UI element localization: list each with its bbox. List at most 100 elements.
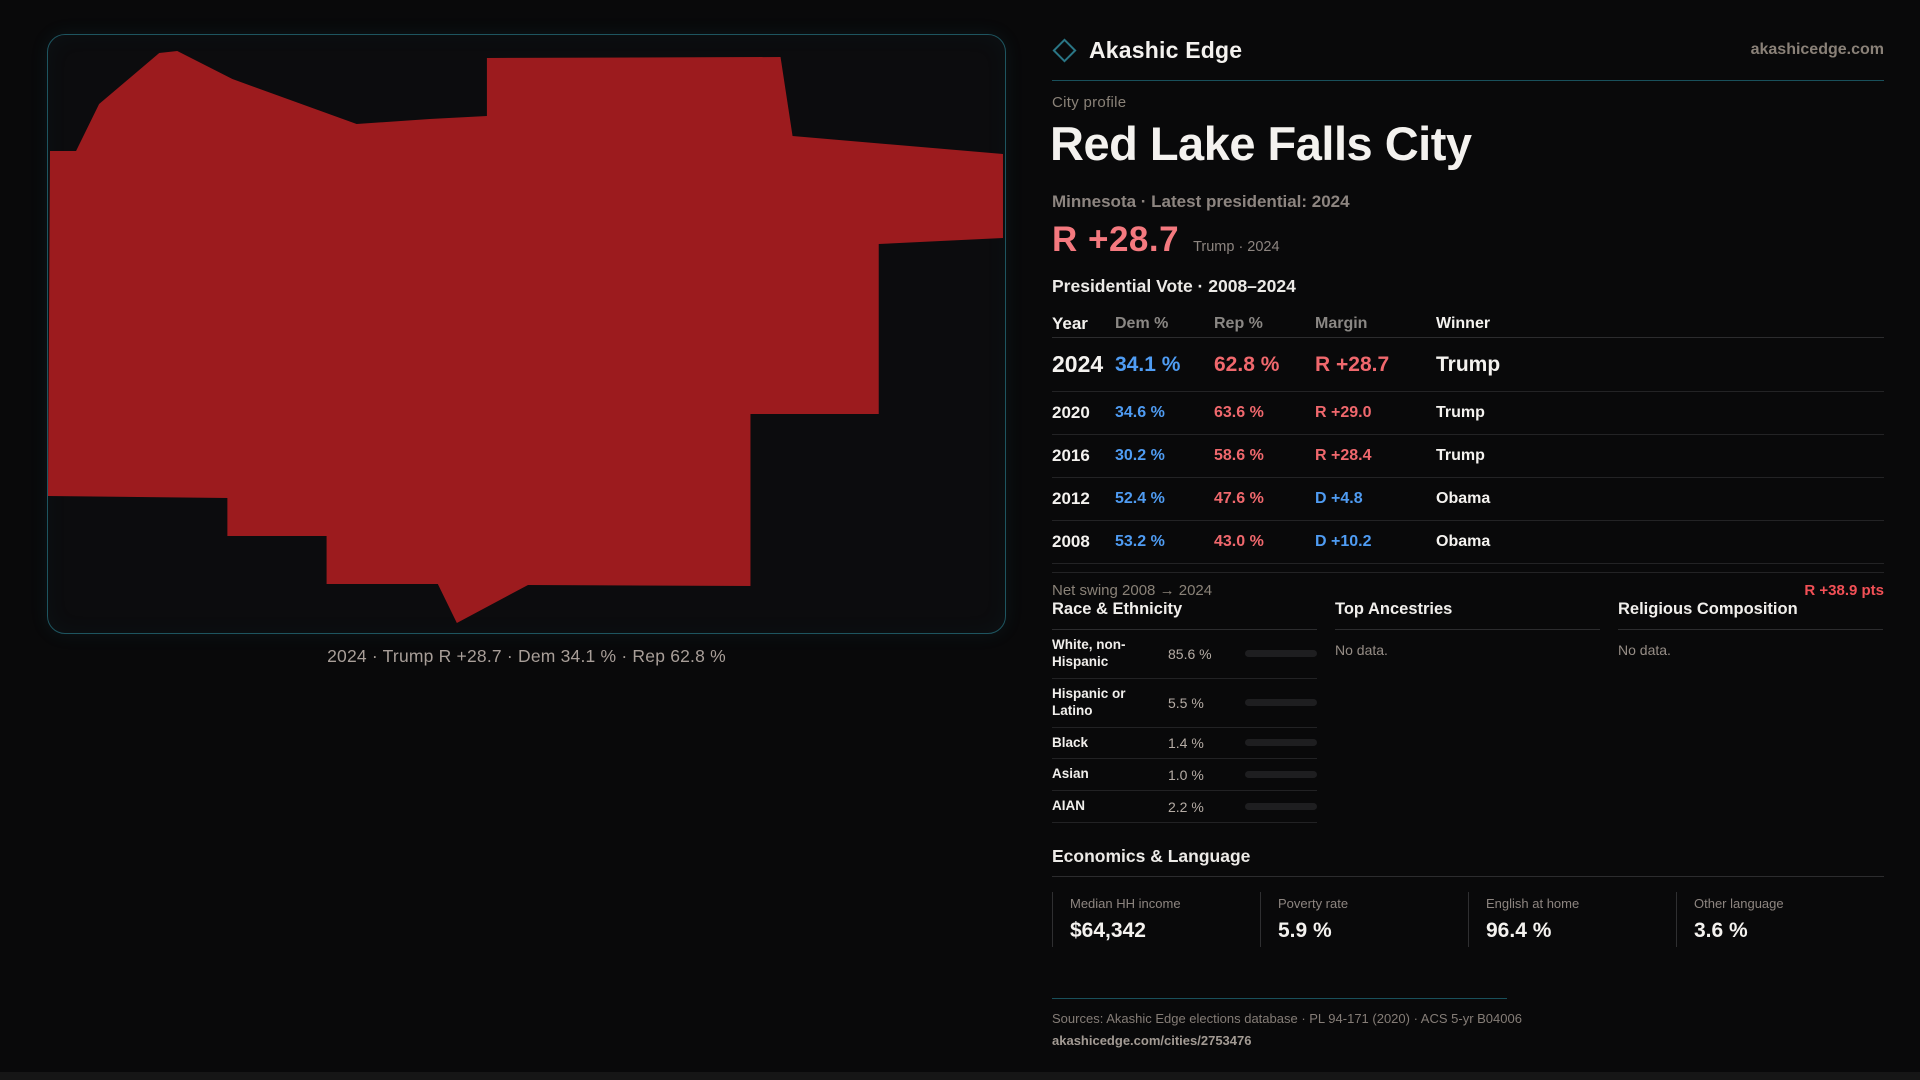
religious-composition-section: Religious Composition No data. bbox=[1618, 600, 1883, 658]
race-bar-track bbox=[1245, 771, 1317, 779]
stat-label: English at home bbox=[1486, 896, 1580, 911]
stat-card: Median HH income $64,342 bbox=[1052, 892, 1260, 947]
cell-winner: Trump bbox=[1436, 447, 1485, 464]
cell-winner: Trump bbox=[1436, 404, 1485, 421]
race-row: Black 1.4 % bbox=[1052, 728, 1317, 760]
stat-value: 5.9 % bbox=[1278, 919, 1332, 942]
headline-note: Trump · 2024 bbox=[1193, 239, 1280, 255]
race-value: 1.0 % bbox=[1168, 766, 1204, 783]
race-label: AIAN bbox=[1052, 798, 1085, 814]
cell-year: 2024 bbox=[1052, 351, 1104, 377]
column-header: Dem % bbox=[1115, 314, 1169, 332]
table-row: 2012 52.4 % 47.6 % D +4.8 Obama bbox=[1052, 478, 1884, 521]
vote-table-header: Year Dem % Rep % Margin Winner bbox=[1052, 310, 1884, 338]
stat-label: Median HH income bbox=[1070, 896, 1181, 911]
race-row: White, non-Hispanic 85.6 % bbox=[1052, 630, 1317, 679]
race-label: Black bbox=[1052, 734, 1089, 750]
footer-divider bbox=[1052, 998, 1507, 999]
cell-year: 2008 bbox=[1052, 532, 1090, 551]
economics-cards: Median HH income $64,342 Poverty rate 5.9 %… bbox=[1052, 892, 1884, 947]
brand-name: Akashic Edge bbox=[1089, 36, 1243, 63]
stat-value: 3.6 % bbox=[1694, 919, 1748, 942]
column-header: Winner bbox=[1436, 314, 1491, 332]
city-boundary-map bbox=[48, 51, 1003, 623]
bottom-strip bbox=[0, 1072, 1920, 1080]
cell-dem-pct: 53.2 % bbox=[1115, 533, 1165, 550]
stat-value: $64,342 bbox=[1070, 919, 1146, 942]
cell-margin: R +29.0 bbox=[1315, 404, 1372, 421]
religious-composition-title: Religious Composition bbox=[1618, 600, 1883, 630]
cell-margin: D +4.8 bbox=[1315, 490, 1363, 507]
race-value: 1.4 % bbox=[1168, 734, 1204, 751]
brand-domain-link[interactable]: akashicedge.com bbox=[1750, 41, 1884, 58]
headline-margin-group: R +28.7 Trump · 2024 bbox=[1052, 220, 1280, 260]
cell-rep-pct: 62.8 % bbox=[1214, 352, 1280, 376]
page-title: Red Lake Falls City bbox=[1050, 117, 1472, 170]
cell-winner: Trump bbox=[1436, 352, 1501, 376]
top-ancestries-empty: No data. bbox=[1335, 642, 1388, 658]
race-label: White, non-Hispanic bbox=[1052, 637, 1126, 669]
cell-rep-pct: 63.6 % bbox=[1214, 404, 1264, 421]
cell-dem-pct: 52.4 % bbox=[1115, 490, 1165, 507]
table-row: 2024 34.1 % 62.8 % R +28.7 Trump bbox=[1052, 338, 1884, 392]
city-map-panel bbox=[47, 34, 1006, 634]
economics-divider bbox=[1052, 876, 1884, 877]
race-value: 5.5 % bbox=[1168, 694, 1204, 711]
cell-rep-pct: 47.6 % bbox=[1214, 490, 1264, 507]
race-bar-track bbox=[1245, 650, 1317, 658]
stat-card: Poverty rate 5.9 % bbox=[1260, 892, 1468, 947]
cell-margin: R +28.7 bbox=[1315, 352, 1390, 376]
race-row: Asian 1.0 % bbox=[1052, 759, 1317, 792]
map-caption: 2024 · Trump R +28.7 · Dem 34.1 % · Rep … bbox=[327, 646, 726, 666]
race-ethnicity-title: Race & Ethnicity bbox=[1052, 600, 1317, 630]
economics-title: Economics & Language bbox=[1052, 846, 1251, 866]
race-value: 85.6 % bbox=[1168, 645, 1212, 662]
race-ethnicity-list: White, non-Hispanic 85.6 % Hispanic or Lat… bbox=[1052, 630, 1317, 824]
stat-value: 96.4 % bbox=[1486, 919, 1552, 942]
table-row: 2016 30.2 % 58.6 % R +28.4 Trump bbox=[1052, 435, 1884, 478]
stat-label: Poverty rate bbox=[1278, 896, 1349, 911]
cell-rep-pct: 43.0 % bbox=[1214, 533, 1264, 550]
stat-card: English at home 96.4 % bbox=[1468, 892, 1676, 947]
cell-winner: Obama bbox=[1436, 490, 1491, 507]
column-header: Rep % bbox=[1214, 314, 1263, 332]
diamond-logo-icon bbox=[1052, 37, 1077, 63]
cell-year: 2020 bbox=[1052, 403, 1090, 422]
header-divider bbox=[1052, 80, 1884, 81]
cell-year: 2016 bbox=[1052, 446, 1090, 465]
permalink[interactable]: akashicedge.com/cities/2753476 bbox=[1052, 1033, 1252, 1048]
race-bar-track bbox=[1245, 699, 1317, 707]
race-label: Hispanic or Latino bbox=[1052, 685, 1126, 718]
table-row: 2008 53.2 % 43.0 % D +10.2 Obama bbox=[1052, 521, 1884, 564]
race-row: AIAN 2.2 % bbox=[1052, 791, 1317, 824]
top-ancestries-section: Top Ancestries No data. bbox=[1335, 600, 1600, 658]
cell-rep-pct: 58.6 % bbox=[1214, 447, 1264, 464]
kicker: City profile bbox=[1052, 94, 1127, 111]
stat-card: Other language 3.6 % bbox=[1676, 892, 1884, 947]
vote-table-title: Presidential Vote · 2008–2024 bbox=[1052, 276, 1296, 296]
table-row: 2020 34.6 % 63.6 % R +29.0 Trump bbox=[1052, 392, 1884, 435]
net-swing-value: R +38.9 pts bbox=[1804, 582, 1884, 599]
column-header: Margin bbox=[1315, 314, 1368, 332]
stat-label: Other language bbox=[1694, 896, 1784, 911]
cell-dem-pct: 34.1 % bbox=[1115, 352, 1181, 376]
cell-dem-pct: 34.6 % bbox=[1115, 404, 1165, 421]
brand-header: Akashic Edge akashicedge.com bbox=[1052, 30, 1884, 70]
subtitle: Minnesota · Latest presidential: 2024 bbox=[1052, 192, 1350, 211]
race-ethnicity-section: Race & Ethnicity White, non-Hispanic 85.6… bbox=[1052, 600, 1317, 824]
profile-column: Akashic Edge akashicedge.com City profil… bbox=[1050, 0, 1884, 1080]
top-ancestries-title: Top Ancestries bbox=[1335, 600, 1600, 630]
sources-text: Sources: Akashic Edge elections database… bbox=[1052, 1011, 1522, 1026]
cell-margin: R +28.4 bbox=[1315, 447, 1372, 464]
race-value: 2.2 % bbox=[1168, 798, 1204, 815]
column-header: Year bbox=[1052, 313, 1088, 333]
race-bar-track bbox=[1245, 739, 1317, 747]
cell-winner: Obama bbox=[1436, 533, 1491, 550]
race-row: Hispanic or Latino 5.5 % bbox=[1052, 679, 1317, 728]
cell-year: 2012 bbox=[1052, 489, 1090, 508]
net-swing-row: Net swing 2008 → 2024 R +38.9 pts bbox=[1052, 572, 1884, 600]
vote-table: Year Dem % Rep % Margin Winner 2024 34.1 % 62.8… bbox=[1052, 310, 1884, 564]
cell-dem-pct: 30.2 % bbox=[1115, 447, 1165, 464]
headline-margin: R +28.7 bbox=[1052, 220, 1180, 259]
